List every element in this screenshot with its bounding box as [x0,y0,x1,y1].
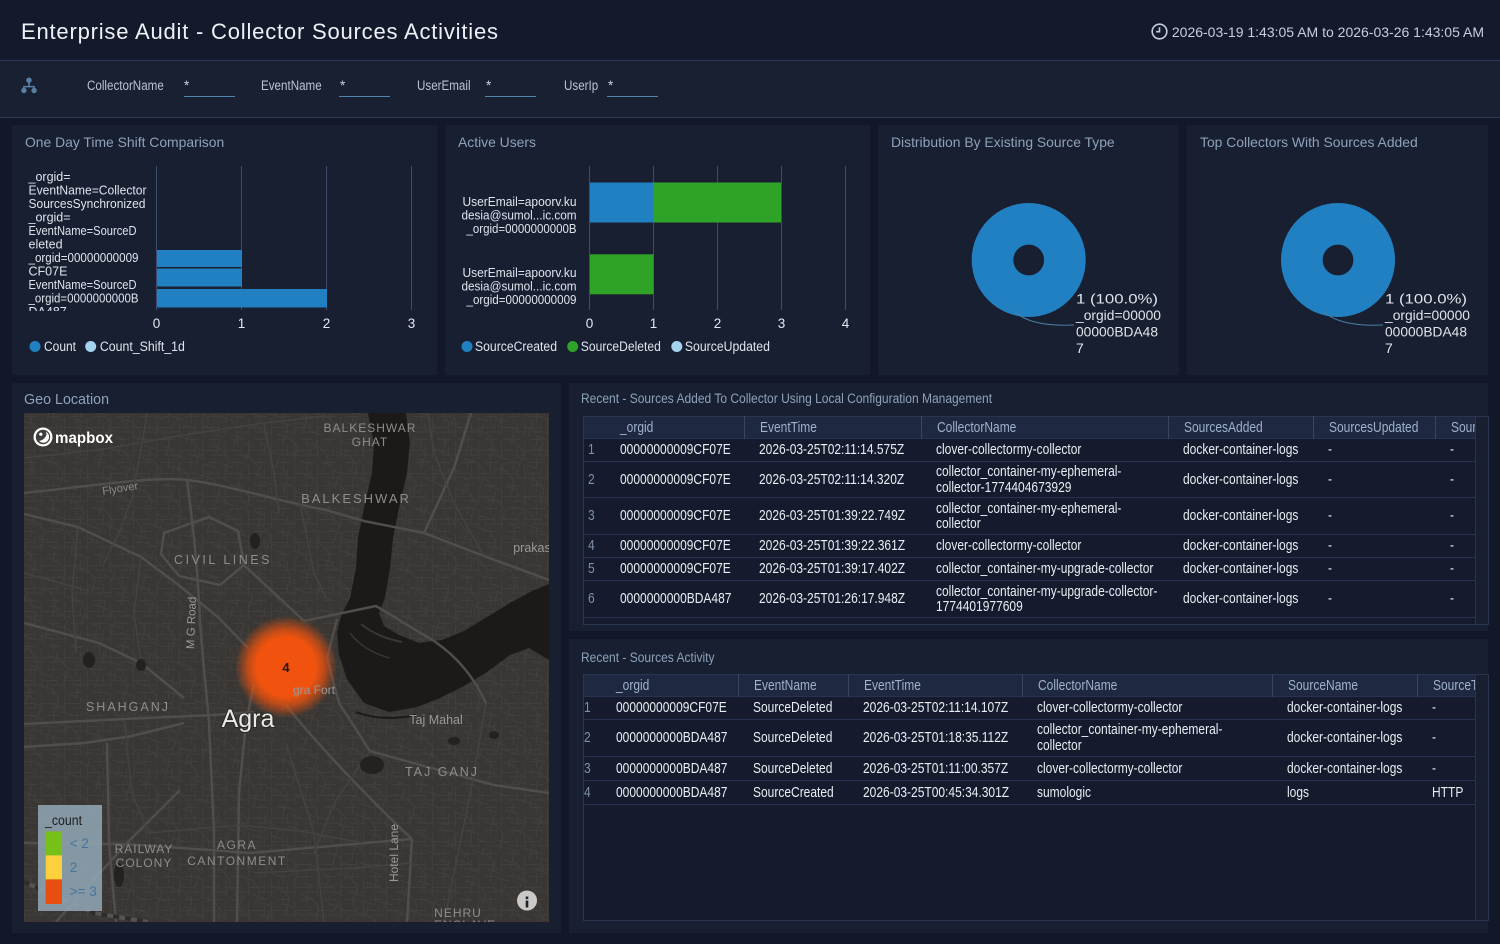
svg-text:BALKESHWAR: BALKESHWAR [324,421,417,435]
svg-text:1 (100.0%): 1 (100.0%) [1385,291,1467,307]
svg-text:7: 7 [1385,340,1393,356]
svg-text:_orgid=0000000000B: _orgid=0000000000B [466,222,577,236]
svg-text:SourcesSynchronized: SourcesSynchronized [29,197,146,211]
svg-text:< 2: < 2 [70,836,89,851]
svg-text:UserEmail=apoorv.ku: UserEmail=apoorv.ku [463,195,577,209]
svg-text:2: 2 [714,316,722,331]
svg-text:NEHRU: NEHRU [434,906,482,920]
svg-text:ENCLAVE: ENCLAVE [434,918,496,922]
svg-text:>= 3: >= 3 [70,884,97,899]
svg-text:Count_Shift_1d: Count_Shift_1d [100,339,185,354]
svg-text:_orgid=0000000000B: _orgid=0000000000B [28,292,139,306]
svg-text:2: 2 [70,860,78,875]
svg-text:prakas: prakas [513,541,549,555]
svg-text:M G Road: M G Road [185,596,199,649]
svg-text:GHAT: GHAT [352,435,388,449]
svg-text:4: 4 [282,660,290,675]
svg-text:mapbox: mapbox [55,430,113,447]
svg-text:_orgid=: _orgid= [28,170,71,184]
svg-text:SourceCreated: SourceCreated [475,339,557,354]
svg-text:EventName=SourceD: EventName=SourceD [29,224,137,238]
svg-text:Hotel Lane: Hotel Lane [387,824,401,882]
svg-text:Count: Count [44,339,76,354]
svg-text:CIVIL LINES: CIVIL LINES [174,553,272,567]
svg-text:AGRA: AGRA [217,838,257,852]
svg-text:SHAHGANJ: SHAHGANJ [86,700,170,714]
svg-text:3: 3 [408,316,416,331]
svg-text:eleted: eleted [29,238,63,252]
svg-text:desia@sumol...ic.com: desia@sumol...ic.com [462,209,577,223]
svg-text:_count: _count [44,813,82,828]
svg-text:1: 1 [238,316,246,331]
svg-text:Taj Mahal: Taj Mahal [409,713,463,727]
svg-text:_orgid=00000000009: _orgid=00000000009 [466,293,577,307]
svg-text:SourceUpdated: SourceUpdated [685,339,770,354]
svg-text:SourceDeleted: SourceDeleted [581,339,661,354]
svg-text:0: 0 [153,316,161,331]
svg-text:_orgid=00000: _orgid=00000 [1075,307,1161,323]
svg-text:7: 7 [1076,340,1084,356]
svg-text:Agra: Agra [222,705,275,733]
svg-text:_orgid=: _orgid= [28,211,71,225]
svg-text:3: 3 [778,316,786,331]
svg-text:4: 4 [842,316,850,331]
svg-text:CF07E: CF07E [29,265,68,279]
svg-text:00000BDA48: 00000BDA48 [1385,324,1467,340]
svg-text:00000BDA48: 00000BDA48 [1076,324,1158,340]
svg-text:TAJ GANJ: TAJ GANJ [405,765,479,779]
svg-text:2: 2 [323,316,331,331]
svg-text:RAILWAY: RAILWAY [115,842,174,856]
svg-text:1 (100.0%): 1 (100.0%) [1076,291,1158,307]
svg-text:UserEmail=apoorv.ku: UserEmail=apoorv.ku [463,266,577,280]
svg-text:0: 0 [586,316,594,331]
svg-text:COLONY: COLONY [116,856,173,870]
svg-text:Flyover: Flyover [101,480,139,498]
svg-text:EventName=Collector: EventName=Collector [29,184,147,198]
svg-text:BALKESHWAR: BALKESHWAR [301,491,411,506]
svg-text:1: 1 [650,316,658,331]
svg-text:desia@sumol...ic.com: desia@sumol...ic.com [462,280,577,294]
svg-text:CANTONMENT: CANTONMENT [187,854,286,868]
svg-text:gra Fort: gra Fort [293,683,336,697]
svg-text:_orgid=00000: _orgid=00000 [1384,307,1470,323]
svg-text:EventName=SourceD: EventName=SourceD [29,278,137,292]
svg-text:_orgid=00000000009: _orgid=00000000009 [28,251,139,265]
